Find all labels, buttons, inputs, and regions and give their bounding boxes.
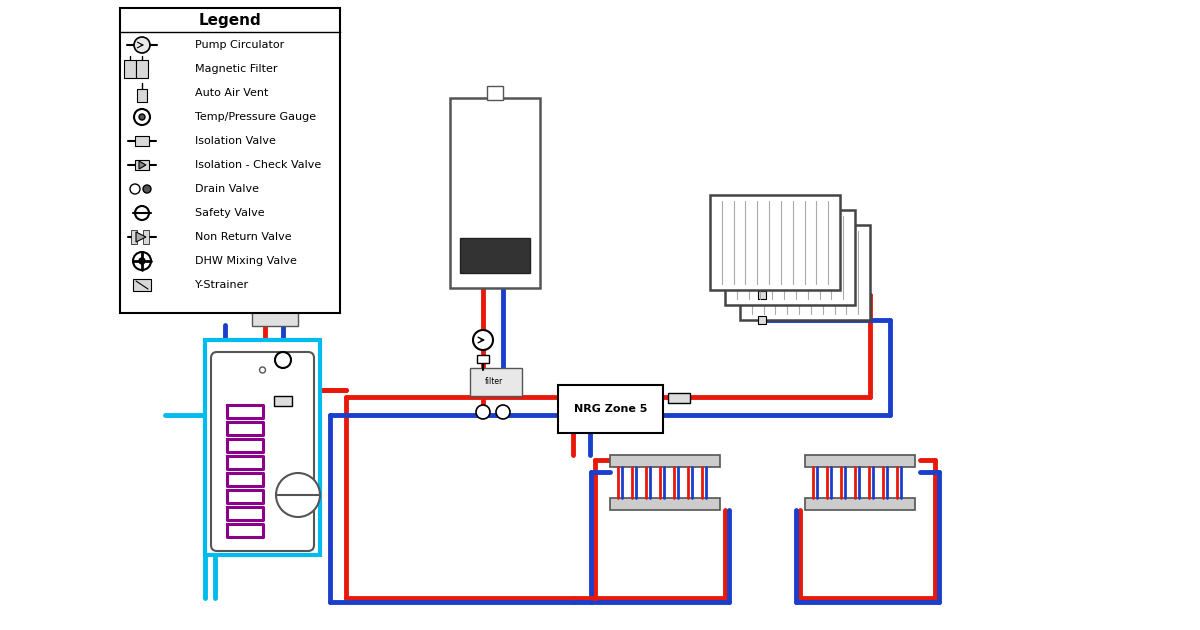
Bar: [470, 368, 522, 396]
Bar: [460, 238, 530, 273]
Text: Y-Strainer: Y-Strainer: [194, 280, 250, 290]
Text: Auto Air Vent: Auto Air Vent: [194, 88, 269, 98]
Bar: [131, 230, 137, 244]
Bar: [134, 160, 149, 170]
Bar: [740, 225, 870, 320]
Bar: [610, 455, 720, 467]
Bar: [668, 393, 690, 403]
Bar: [252, 308, 298, 326]
Circle shape: [473, 330, 493, 350]
Bar: [205, 340, 320, 555]
Bar: [274, 396, 292, 406]
Polygon shape: [136, 232, 146, 242]
Bar: [124, 60, 136, 78]
Text: filter: filter: [485, 377, 503, 386]
Text: Temp/Pressure Gauge: Temp/Pressure Gauge: [194, 112, 316, 122]
Bar: [120, 8, 340, 313]
Circle shape: [134, 206, 149, 220]
Circle shape: [130, 184, 140, 194]
Text: Safety Valve: Safety Valve: [194, 208, 265, 218]
Bar: [805, 455, 916, 467]
Bar: [710, 195, 840, 290]
FancyBboxPatch shape: [211, 352, 314, 551]
Text: Isolation - Check Valve: Isolation - Check Valve: [194, 160, 322, 170]
Polygon shape: [139, 161, 146, 169]
Bar: [134, 136, 149, 146]
Bar: [487, 86, 503, 100]
Text: Non Return Valve: Non Return Valve: [194, 232, 292, 242]
Text: Drain Valve: Drain Valve: [194, 184, 259, 194]
Circle shape: [259, 367, 265, 373]
Bar: [143, 230, 149, 244]
Text: Legend: Legend: [199, 13, 262, 28]
Circle shape: [275, 352, 292, 368]
Text: DHW Mixing Valve: DHW Mixing Valve: [194, 256, 296, 266]
Circle shape: [143, 185, 151, 193]
Text: Pump Circulator: Pump Circulator: [194, 40, 284, 50]
Text: Magnetic Filter: Magnetic Filter: [194, 64, 277, 74]
Bar: [478, 355, 490, 363]
Bar: [725, 210, 854, 305]
Bar: [558, 385, 662, 433]
Bar: [133, 279, 151, 291]
Circle shape: [134, 109, 150, 125]
Circle shape: [476, 405, 490, 419]
Bar: [610, 498, 720, 510]
Circle shape: [134, 37, 150, 53]
Bar: [137, 89, 148, 102]
Bar: [450, 98, 540, 288]
Circle shape: [133, 252, 151, 270]
Circle shape: [496, 405, 510, 419]
Circle shape: [139, 258, 145, 264]
Bar: [758, 291, 766, 299]
Text: NRG Zone 5: NRG Zone 5: [574, 404, 647, 414]
Circle shape: [276, 473, 320, 517]
Bar: [136, 60, 148, 78]
Bar: [758, 316, 766, 324]
Circle shape: [139, 114, 145, 120]
Text: Isolation Valve: Isolation Valve: [194, 136, 276, 146]
Bar: [805, 498, 916, 510]
